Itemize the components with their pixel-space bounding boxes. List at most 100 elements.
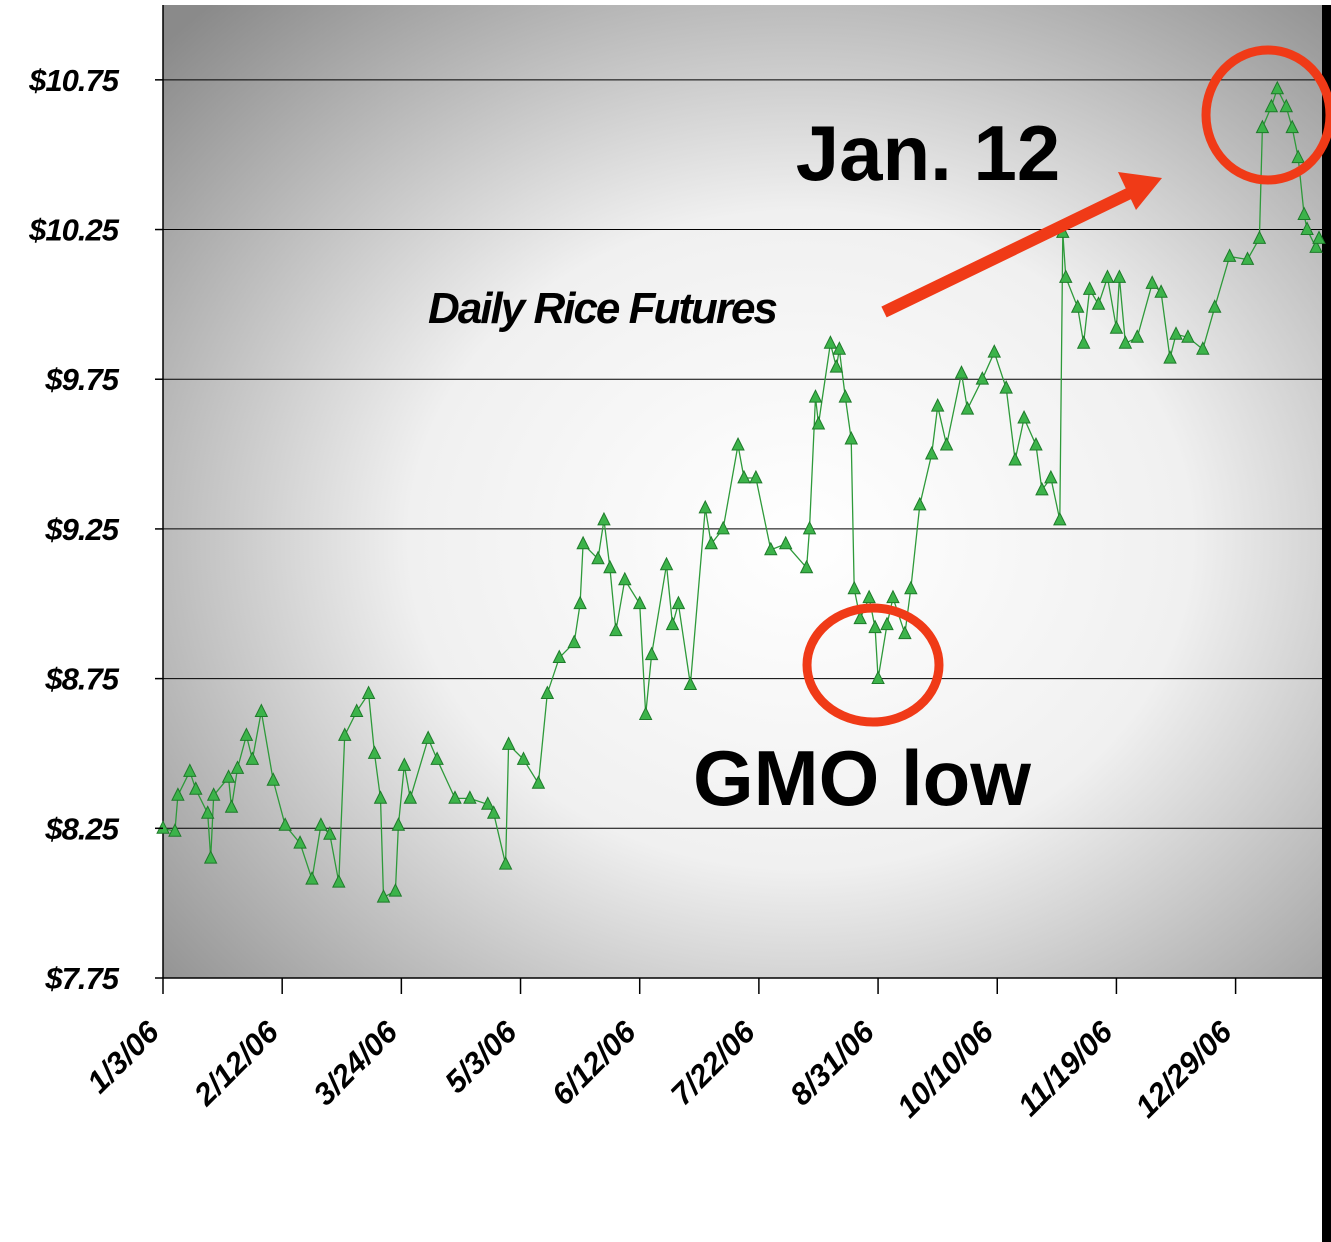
point-marker [576, 535, 590, 550]
point-marker [1196, 341, 1210, 355]
point-marker [367, 745, 382, 759]
point-marker [361, 685, 376, 699]
highlight-circle [802, 603, 944, 727]
point-marker [239, 727, 254, 741]
point-marker [644, 646, 659, 661]
x-tick-label: 8/31/06 [783, 1014, 881, 1112]
point-marker [913, 496, 927, 511]
annotation: Jan. 12 [796, 109, 1061, 197]
point-marker [1109, 320, 1124, 334]
point-marker [847, 580, 861, 595]
point-marker [1252, 230, 1267, 244]
point-marker [1255, 119, 1270, 134]
point-marker [930, 398, 945, 412]
point-marker [716, 520, 730, 535]
point-marker [1279, 98, 1294, 113]
point-marker [531, 775, 546, 789]
y-tick-label: $7.75 [44, 961, 119, 996]
point-marker [802, 520, 817, 535]
point-marker [1169, 326, 1183, 340]
point-marker [183, 763, 197, 777]
point-marker [597, 511, 611, 526]
point-marker [540, 685, 555, 699]
series-line [162, 87, 1320, 899]
x-tick-label: 7/22/06 [664, 1014, 762, 1112]
point-marker [567, 634, 581, 649]
point-marker [403, 790, 418, 804]
point-marker [618, 571, 632, 586]
point-marker [421, 730, 435, 744]
point-marker [603, 559, 617, 574]
point-marker [278, 817, 292, 831]
point-marker [1264, 98, 1279, 113]
plot-area [163, 5, 1322, 978]
point-marker [749, 469, 763, 484]
point-marker [853, 610, 867, 625]
point-marker [230, 760, 245, 774]
point-marker [671, 595, 686, 610]
point-marker [886, 589, 900, 604]
point-marker [904, 580, 918, 595]
point-marker [203, 850, 218, 864]
x-tick-label: 12/29/06 [1128, 1014, 1239, 1125]
point-marker [1070, 299, 1085, 313]
x-tick-label: 2/12/06 [187, 1014, 286, 1113]
point-marker [552, 649, 567, 664]
x-tick-label: 5/3/06 [438, 1014, 524, 1100]
point-marker [206, 787, 221, 801]
point-marker [832, 341, 847, 355]
point-marker [448, 790, 462, 804]
point-marker [168, 823, 182, 837]
point-marker [373, 790, 388, 804]
x-tick-label: 11/19/06 [1011, 1014, 1120, 1123]
point-marker [960, 401, 975, 415]
point-marker [811, 416, 826, 430]
point-marker [999, 380, 1013, 394]
point-marker [591, 550, 605, 565]
point-marker [480, 796, 495, 810]
point-marker [337, 727, 352, 741]
point-marker [391, 817, 406, 831]
point-marker [1053, 511, 1067, 526]
point-marker [1035, 481, 1049, 496]
point-marker [871, 670, 885, 685]
point-marker [397, 757, 412, 771]
point-marker [156, 820, 170, 834]
point-marker [349, 703, 364, 717]
point-marker [486, 805, 501, 819]
point-marker [1207, 299, 1222, 313]
point-marker [975, 371, 990, 385]
point-marker [698, 499, 713, 514]
point-marker [683, 676, 698, 691]
point-marker [314, 817, 328, 831]
point-marker [1154, 284, 1168, 298]
point-marker [924, 445, 939, 460]
point-marker [498, 856, 513, 870]
point-marker [1312, 230, 1326, 244]
point-marker [823, 335, 838, 349]
point-marker [323, 826, 337, 840]
point-marker [293, 835, 307, 849]
point-marker [516, 751, 531, 765]
y-tick-label: $8.75 [44, 662, 119, 697]
point-marker [245, 751, 260, 765]
point-marker [632, 595, 647, 610]
point-marker [838, 389, 853, 403]
point-marker [731, 436, 745, 451]
right-border [1322, 5, 1331, 1242]
y-tick-label: $9.75 [44, 362, 119, 397]
point-marker [1285, 119, 1299, 134]
point-marker [868, 619, 882, 634]
point-marker [1112, 269, 1127, 283]
y-tick-label: $9.25 [44, 512, 119, 547]
point-marker [430, 751, 444, 765]
point-marker [221, 769, 236, 783]
point-marker [808, 389, 823, 403]
point-marker [880, 616, 894, 631]
x-tick-label: 1/3/06 [80, 1014, 166, 1100]
annotation: Daily Rice Futures [428, 284, 776, 333]
point-marker [1291, 149, 1305, 164]
point-marker [1163, 350, 1177, 364]
point-marker [862, 589, 876, 604]
